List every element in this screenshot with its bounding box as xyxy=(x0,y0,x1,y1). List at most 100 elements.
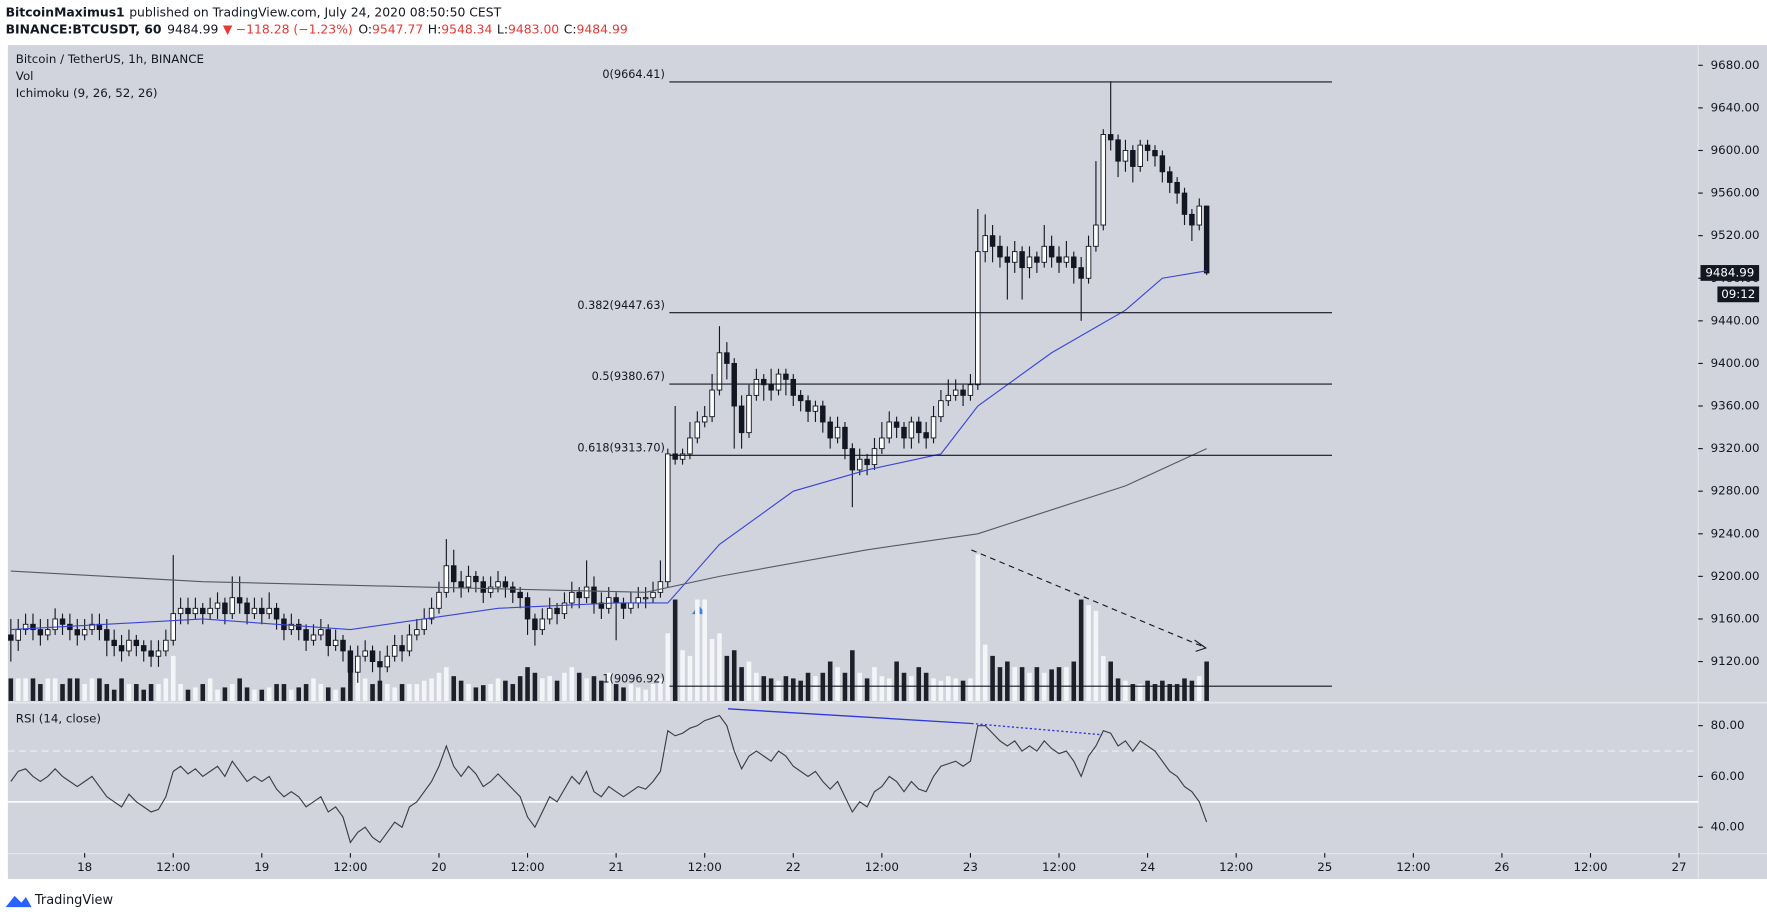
volume-bar xyxy=(894,661,899,701)
volume-bar xyxy=(680,650,685,701)
candle-body xyxy=(893,421,900,428)
volume-bar xyxy=(414,684,420,701)
candle-body xyxy=(908,421,915,439)
candle-body xyxy=(879,437,885,450)
volume-bar xyxy=(1064,667,1069,701)
volume-bar xyxy=(185,689,191,701)
volume-bar xyxy=(178,684,183,701)
candle-body xyxy=(310,634,317,641)
candle-body xyxy=(569,591,575,604)
footer: TradingView xyxy=(5,893,114,908)
volume-bar xyxy=(576,672,582,701)
x-tick-label: 12:00 xyxy=(865,860,899,874)
volume-bar xyxy=(15,678,21,701)
candle-body xyxy=(642,597,649,600)
volume-bar xyxy=(606,672,612,701)
candle-body xyxy=(273,607,280,620)
volume-bar xyxy=(695,599,700,701)
volume-bar xyxy=(768,678,774,701)
candle-body xyxy=(938,400,944,418)
brand-logo xyxy=(5,895,32,908)
candle-body xyxy=(59,618,66,625)
candle-body xyxy=(288,623,295,631)
candle-body xyxy=(709,389,715,418)
volume-bar xyxy=(281,684,287,701)
volume-bar xyxy=(52,678,58,701)
volume-bar xyxy=(333,689,338,701)
candle-body xyxy=(591,586,597,604)
y-tick-label: 9600.00 xyxy=(1711,143,1760,157)
candle-body xyxy=(458,581,464,588)
candle-body xyxy=(177,607,184,615)
volume-bar xyxy=(421,680,427,701)
volume-bar xyxy=(244,687,250,701)
trend-annotation xyxy=(971,549,1208,652)
candle-body xyxy=(620,602,627,609)
study-label: Vol xyxy=(16,69,34,83)
y-tick-label: 9640.00 xyxy=(1711,100,1760,114)
candle-body xyxy=(539,618,546,631)
candle-body xyxy=(104,629,110,641)
candle-body xyxy=(945,394,952,402)
chart-background xyxy=(7,45,1767,880)
volume-bar xyxy=(407,684,412,701)
volume-bar xyxy=(540,678,545,701)
candle-body xyxy=(170,613,176,641)
candle-body xyxy=(650,591,656,599)
volume-bar xyxy=(864,678,870,701)
volume-bar xyxy=(495,678,501,701)
volume-bar xyxy=(362,678,368,701)
candle-body xyxy=(613,597,619,604)
y-tick-label: 9360.00 xyxy=(1711,399,1760,413)
candle-body xyxy=(790,378,797,396)
volume-bar xyxy=(348,667,353,701)
rsi-divergence xyxy=(727,708,1103,736)
volume-bar xyxy=(1189,680,1195,701)
candle-body xyxy=(975,251,981,386)
x-tick-label: 24 xyxy=(1140,860,1155,874)
volume-bar xyxy=(111,689,117,701)
candle-body xyxy=(849,448,856,471)
volume-bar xyxy=(805,672,811,701)
volume-bar xyxy=(1093,610,1099,701)
volume-bar xyxy=(1012,667,1018,701)
candle-body xyxy=(214,602,221,609)
volume-bar xyxy=(643,689,648,701)
volume-bar xyxy=(909,676,914,701)
volume-bar xyxy=(163,678,169,701)
x-tick-label: 12:00 xyxy=(156,860,190,874)
volume-bar xyxy=(613,684,619,701)
candle-body xyxy=(532,618,538,631)
symbol-line: BINANCE:BTCUSDT, 60 9484.99 ▼ −118.28 (−1.2… xyxy=(6,21,628,36)
fib-label: 1(9096.92) xyxy=(602,672,664,685)
candle-body xyxy=(1130,150,1136,167)
volume-bar xyxy=(274,684,279,701)
volume-bar xyxy=(229,684,235,701)
volume-bar xyxy=(517,676,523,701)
candle-body xyxy=(805,400,811,412)
candle-body xyxy=(450,565,457,583)
volume-bar xyxy=(569,667,575,701)
volume-bar xyxy=(38,684,43,701)
volume-bar xyxy=(946,676,951,701)
x-tick-label: 12:00 xyxy=(1573,860,1607,874)
volume-bar xyxy=(1101,655,1106,701)
candle-body xyxy=(982,235,988,253)
volume-bar xyxy=(60,684,65,701)
candle-body xyxy=(628,602,634,609)
volume-bar xyxy=(872,667,877,701)
volume-bar xyxy=(547,676,552,701)
rsi-tick-label: 60.00 xyxy=(1711,769,1745,783)
volume-bar xyxy=(931,678,936,701)
volume-bar xyxy=(990,655,995,701)
candle-body xyxy=(502,581,509,588)
volume-bar xyxy=(458,680,464,701)
volume-bar xyxy=(1182,678,1187,701)
candle-body xyxy=(140,645,147,652)
candle-body xyxy=(812,405,819,412)
volume-bar xyxy=(532,672,538,701)
candle-body xyxy=(1085,245,1092,279)
volume-bar xyxy=(724,655,730,701)
candle-body xyxy=(916,421,922,434)
fib-label: 0.382(9447.63) xyxy=(577,299,665,312)
